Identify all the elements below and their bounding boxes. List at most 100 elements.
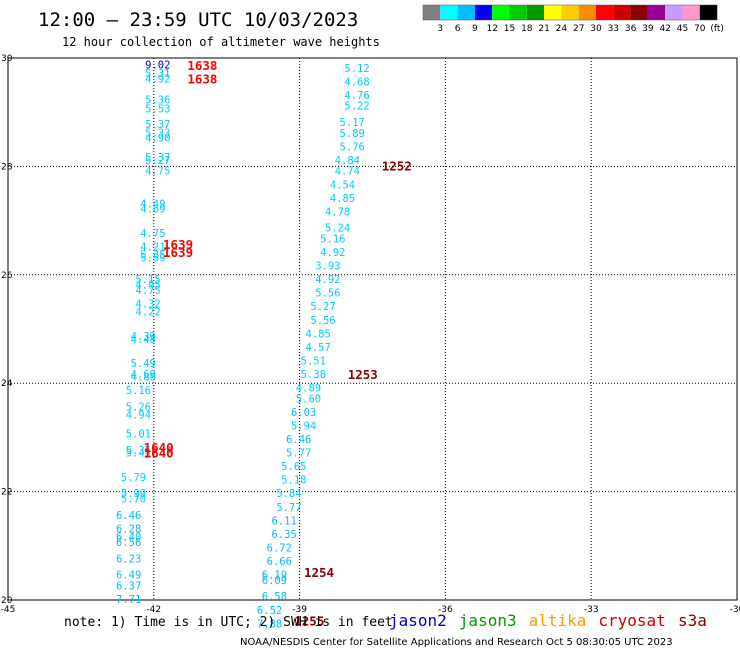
data-point-s3a: 5.51 [301, 355, 326, 367]
data-point-cryosat: 5.15 [135, 274, 160, 286]
data-point-s3a: 5.12 [344, 63, 369, 75]
data-point-s3a: 5.65 [281, 461, 306, 473]
data-point-cryosat: 5.27 [145, 155, 170, 167]
data-point-s3a: 4.76 [344, 90, 369, 102]
colorbar-swatch [423, 5, 441, 20]
time-label: 1640 [144, 440, 174, 455]
data-point-cryosat: 6.56 [116, 537, 141, 549]
data-point-cryosat: 5.59 [140, 252, 165, 264]
data-point-cryosat: 5.49 [131, 358, 156, 370]
data-point-cryosat: 4.69 [131, 369, 156, 381]
plot-frame [7, 57, 738, 601]
data-point-cryosat: 5.37 [145, 119, 170, 131]
colorbar-swatch [578, 5, 596, 20]
data-point-cryosat: 4.21 [140, 242, 165, 254]
colorbar-label: 24 [556, 24, 568, 34]
data-point-cryosat: 4.92 [145, 74, 170, 86]
data-point-s3a: 6.72 [267, 542, 292, 554]
data-point-cryosat: 5.26 [126, 402, 151, 414]
colorbar-swatch [665, 5, 683, 20]
data-point-cryosat: 5.16 [126, 385, 151, 397]
data-point-s3a: 4.54 [330, 179, 355, 191]
data-point-cryosat: 6.37 [116, 580, 141, 592]
data-point-cryosat: 5.79 [121, 472, 146, 484]
data-point-s3a: 3.93 [315, 261, 340, 273]
data-point-s3a: 5.77 [276, 502, 301, 514]
legend-jason2: jason2 [389, 611, 447, 630]
time-label: 1638 [187, 72, 217, 87]
colorbar-label: 70 [694, 24, 706, 34]
data-point-s3a: 5.89 [340, 128, 365, 140]
data-point-s3a: 5.27 [310, 301, 335, 313]
data-point-cryosat: 5.37 [145, 152, 170, 164]
data-point-s3a: 5.56 [315, 288, 340, 300]
x-tick-label: -39 [292, 605, 307, 615]
colorbar-label: 39 [642, 24, 654, 34]
data-point-s3a: 5.24 [325, 223, 350, 235]
x-tick-label: -30 [730, 605, 740, 615]
data-point-s3a: 4.57 [306, 342, 331, 354]
colorbar-swatch [630, 5, 648, 20]
data-point-cryosat: 4.88 [131, 372, 156, 384]
y-tick-label: 20 [1, 596, 13, 606]
colorbar-swatch [440, 5, 458, 20]
data-point-s3a: 4.84 [335, 155, 360, 167]
colorbar-label: 3 [437, 24, 443, 34]
legend-jason3: jason3 [459, 611, 517, 630]
data-point-s3a: 4.85 [330, 193, 355, 205]
data-point-s3a: 5.18 [281, 475, 306, 487]
data-point-cryosat: 5.70 [121, 494, 146, 506]
colorbar-label: 36 [625, 24, 637, 34]
data-point-cryosat: 4.49 [140, 198, 165, 210]
x-tick-label: -33 [584, 605, 599, 615]
data-point-s3a: 5.38 [301, 369, 326, 381]
data-point-cryosat: 4.95 [135, 280, 160, 292]
data-point-s3a: 4.92 [320, 247, 345, 259]
data-point-s3a: 4.92 [315, 274, 340, 286]
colorbar-frame [422, 4, 718, 21]
credit-line: NOAA/NESDIS Center for Satellite Applica… [240, 637, 673, 648]
colorbar-swatch [682, 5, 700, 20]
time-label: 1254 [304, 565, 334, 580]
satellite-legend: jason2 jason3 altika cryosat s3a [389, 611, 707, 630]
colorbar-label: 33 [608, 24, 619, 34]
colorbar-swatch [509, 5, 527, 20]
data-point-s3a: 4.78 [325, 206, 350, 218]
data-point-cryosat: 4.69 [140, 204, 165, 216]
data-point-s3a: 6.03 [291, 407, 316, 419]
data-point-s3a: 4.74 [335, 166, 360, 178]
data-point-cryosat: 5.35 [126, 445, 151, 457]
colorbar-swatch [561, 5, 579, 20]
colorbar-swatch [544, 5, 562, 20]
colorbar-label: 45 [677, 24, 688, 34]
colorbar-label: 12 [486, 24, 497, 34]
data-point-s3a: 6.11 [272, 515, 297, 527]
x-tick-label: -36 [438, 605, 453, 615]
plot-area: -45-42-39-36-33-30302826242220 9.025.314… [1, 54, 740, 630]
colorbar-swatch [457, 5, 475, 20]
time-label: 1252 [382, 158, 412, 173]
data-point-cryosat: 9.02 [145, 60, 170, 72]
legend-cryosat: cryosat [598, 611, 665, 630]
data-point-cryosat: 4.39 [131, 331, 156, 343]
data-point-s3a: 5.60 [296, 393, 321, 405]
data-point-s3a: 5.76 [340, 141, 365, 153]
data-point-s3a: 5.22 [344, 101, 369, 113]
data-point-cryosat: 7.71 [116, 594, 141, 606]
colorbar-label: 42 [659, 24, 670, 34]
y-tick-label: 24 [1, 379, 13, 389]
colorbar-swatch [613, 5, 631, 20]
data-point-s3a: 6.19 [262, 570, 287, 582]
data-point-s3a: 4.89 [296, 383, 321, 395]
data-point-s3a: 4.85 [306, 328, 331, 340]
data-point-cryosat: 5.53 [145, 103, 170, 115]
data-point-s3a: 6.58 [262, 591, 287, 603]
data-point-s3a: 5.56 [310, 315, 335, 327]
data-point-cryosat: 6.49 [116, 570, 141, 582]
colorbar-swatch [596, 5, 614, 20]
data-point-s3a: 5.16 [320, 233, 345, 245]
x-tick-label: -45 [1, 605, 16, 615]
colorbar-label: 21 [538, 24, 549, 34]
colorbar-label: (ft) [710, 24, 724, 34]
data-point-cryosat: 6.28 [116, 523, 141, 535]
